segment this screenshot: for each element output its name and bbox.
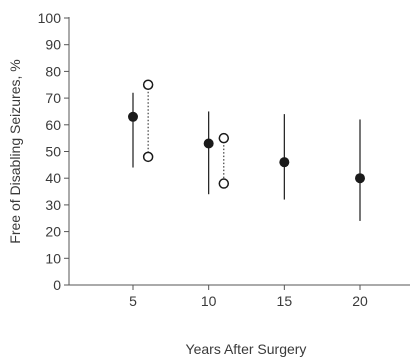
y-tick-label: 70 [45, 90, 61, 106]
x-tick-label: 5 [129, 293, 137, 309]
y-tick-label: 0 [53, 277, 61, 293]
open-point [218, 178, 230, 189]
y-tick-label: 10 [45, 250, 61, 266]
open-point [142, 151, 154, 163]
axes [68, 17, 410, 286]
y-tick-label: 80 [45, 63, 61, 79]
y-tick-label: 100 [38, 10, 62, 26]
y-tick-label: 30 [45, 197, 61, 213]
filled-point [355, 173, 365, 184]
x-ticks: 5 10 15 20 [129, 285, 368, 309]
y-tick-label: 90 [45, 37, 61, 53]
open-point [142, 79, 154, 90]
filled-point [203, 138, 214, 149]
marks [128, 79, 365, 221]
y-tick-label: 20 [45, 224, 61, 240]
x-axis-label: Years After Surgery [186, 341, 307, 357]
x-tick-label: 10 [201, 293, 217, 309]
y-axis-label: Free of Disabling Seizures, % [7, 59, 23, 243]
x-tick-label: 20 [352, 293, 368, 309]
y-ticks: 0 10 20 30 40 50 60 70 80 90 100 [38, 10, 69, 293]
filled-point [128, 111, 138, 122]
y-tick-label: 50 [45, 144, 61, 160]
open-point [218, 132, 230, 144]
y-tick-label: 60 [45, 117, 61, 133]
x-tick-label: 15 [277, 293, 293, 309]
filled-point [279, 157, 290, 168]
y-tick-label: 40 [45, 170, 61, 186]
